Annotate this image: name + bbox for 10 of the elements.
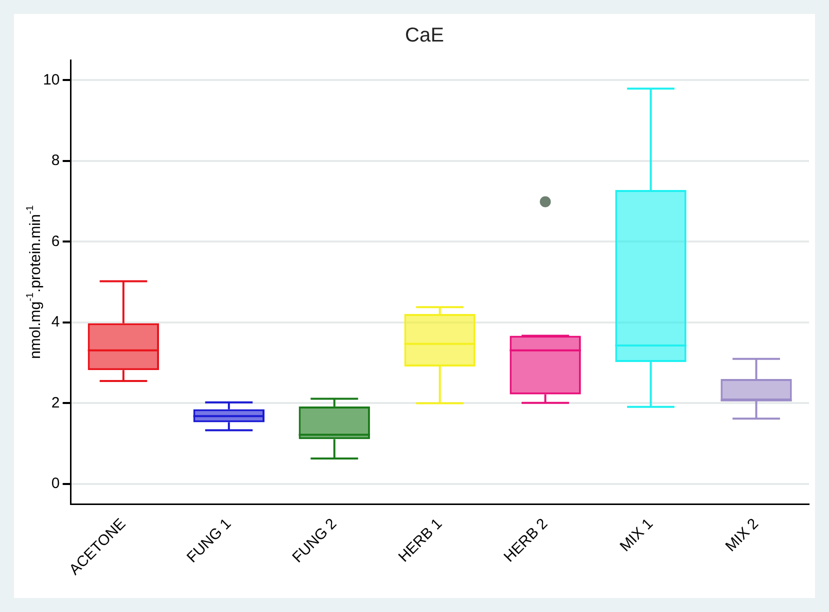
y-tick-label: 2 xyxy=(51,394,60,412)
x-tick-label: MIX 2 xyxy=(722,515,762,556)
y-tick-label: 0 xyxy=(51,475,60,492)
y-tick-label: 10 xyxy=(42,71,60,88)
y-tick-label: 6 xyxy=(51,232,60,250)
y-axis-title: nmol.mg-1.protein.min-1 xyxy=(25,204,44,359)
y-tick-label: 8 xyxy=(51,152,60,170)
chart-title: CaE xyxy=(405,24,444,47)
x-tick-label: MIX 1 xyxy=(616,515,657,556)
y-tick-label: 4 xyxy=(51,314,60,331)
